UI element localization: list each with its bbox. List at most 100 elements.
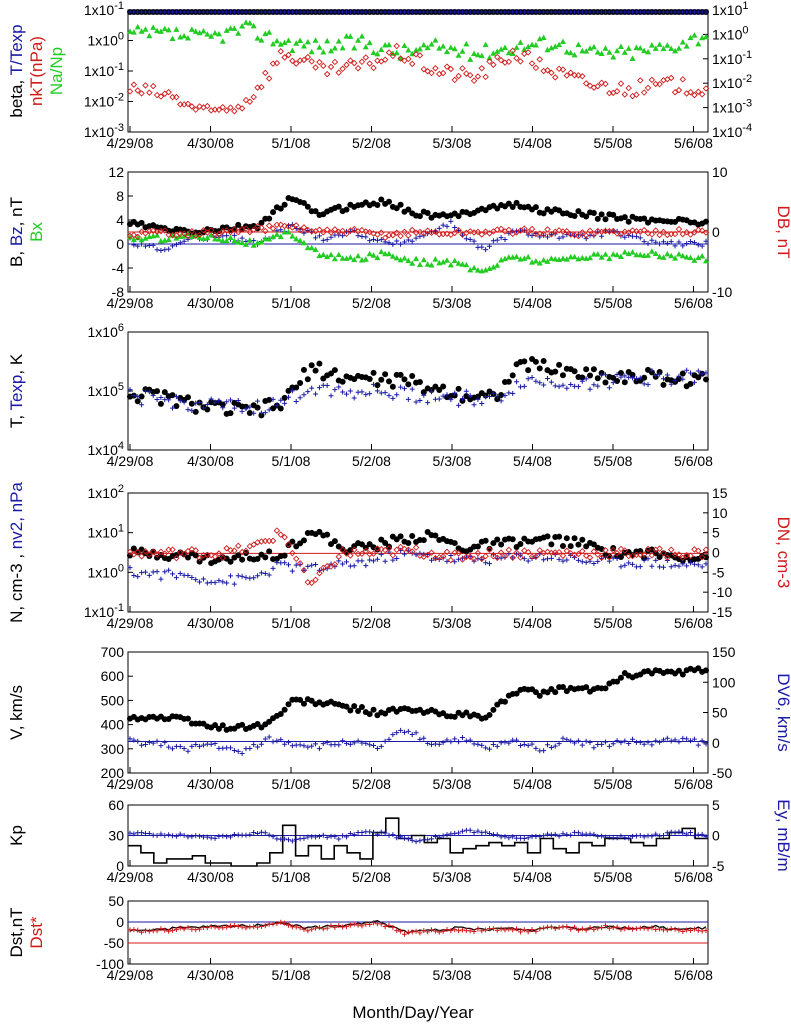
data-point — [366, 228, 373, 236]
data-point — [170, 571, 176, 577]
data-point — [640, 89, 648, 96]
data-point — [684, 927, 690, 933]
data-point — [471, 830, 477, 836]
data-point — [270, 40, 277, 47]
data-point — [548, 69, 555, 77]
data-point — [487, 243, 493, 249]
data-point — [366, 376, 373, 383]
data-point — [393, 42, 400, 50]
data-point — [355, 37, 362, 43]
data-point — [347, 922, 353, 928]
data-point — [134, 398, 141, 405]
data-point — [583, 684, 590, 691]
data-point — [668, 239, 674, 245]
data-point — [532, 64, 540, 72]
data-point — [381, 56, 389, 63]
data-point — [332, 834, 338, 840]
y2-tick-label: -50 — [712, 765, 732, 781]
data-point — [541, 748, 547, 754]
data-point — [157, 548, 165, 556]
data-point — [560, 831, 566, 837]
data-point — [429, 836, 435, 842]
data-point — [219, 38, 226, 44]
x-tick-label: 4/29/08 — [107, 776, 154, 792]
data-point — [331, 226, 339, 233]
data-point — [220, 833, 226, 839]
data-point — [529, 741, 535, 747]
data-point — [687, 88, 694, 96]
data-point — [594, 375, 601, 382]
data-point — [687, 380, 694, 387]
data-point — [146, 739, 152, 745]
data-point — [471, 741, 477, 747]
data-point — [618, 833, 624, 839]
y2-tick-label: -10 — [712, 584, 732, 600]
data-point — [350, 59, 358, 67]
data-point — [695, 742, 701, 748]
data-point — [617, 80, 625, 87]
data-point — [343, 206, 350, 213]
data-point — [243, 575, 249, 581]
data-point — [173, 927, 179, 933]
data-point — [506, 926, 512, 932]
y-tick-label: 1x104 — [88, 440, 124, 458]
data-point — [525, 742, 531, 748]
data-point — [679, 370, 686, 377]
data-point — [444, 392, 450, 398]
data-point — [521, 556, 527, 562]
data-point — [680, 929, 686, 935]
data-point — [161, 25, 168, 32]
y2-tick-label: 150 — [712, 644, 736, 660]
data-point — [440, 740, 446, 746]
data-point — [548, 745, 554, 751]
data-point — [560, 382, 566, 388]
data-point — [680, 830, 686, 836]
series-diamond — [126, 42, 710, 115]
data-point — [135, 574, 141, 580]
data-point — [653, 372, 659, 378]
data-point — [428, 41, 435, 47]
data-point — [602, 379, 609, 386]
data-point — [153, 551, 161, 558]
data-point — [695, 242, 701, 248]
data-point — [394, 392, 400, 398]
data-point — [683, 551, 690, 559]
x-axis-label: Month/Day/Year — [352, 1003, 474, 1022]
data-point — [691, 91, 698, 99]
data-point — [703, 376, 709, 383]
series-plus — [127, 547, 709, 587]
data-point — [668, 252, 675, 259]
data-point — [409, 550, 415, 556]
y-tick-label: -50 — [104, 935, 124, 951]
data-point — [127, 387, 133, 393]
data-point — [409, 837, 415, 843]
data-point — [544, 548, 551, 556]
data-point — [463, 236, 469, 242]
data-point — [358, 226, 366, 234]
data-point — [559, 66, 567, 73]
data-point — [671, 89, 679, 96]
data-point — [587, 386, 593, 392]
data-point — [371, 829, 377, 835]
data-point — [583, 543, 590, 550]
data-point — [595, 383, 601, 389]
data-point — [139, 929, 145, 935]
data-point — [139, 742, 145, 748]
data-point — [300, 224, 308, 231]
data-point — [668, 738, 674, 744]
data-point — [490, 741, 496, 747]
data-point — [301, 230, 307, 236]
data-point — [687, 34, 694, 41]
data-point — [320, 832, 326, 838]
data-point — [301, 926, 307, 932]
data-point — [277, 221, 285, 228]
data-point — [594, 49, 601, 55]
data-point — [343, 230, 350, 238]
data-point — [204, 31, 211, 37]
data-point — [572, 740, 578, 746]
series-diamond — [126, 527, 710, 587]
data-point — [177, 831, 183, 837]
data-point — [231, 237, 238, 244]
data-point — [316, 58, 323, 66]
data-point — [579, 254, 586, 261]
